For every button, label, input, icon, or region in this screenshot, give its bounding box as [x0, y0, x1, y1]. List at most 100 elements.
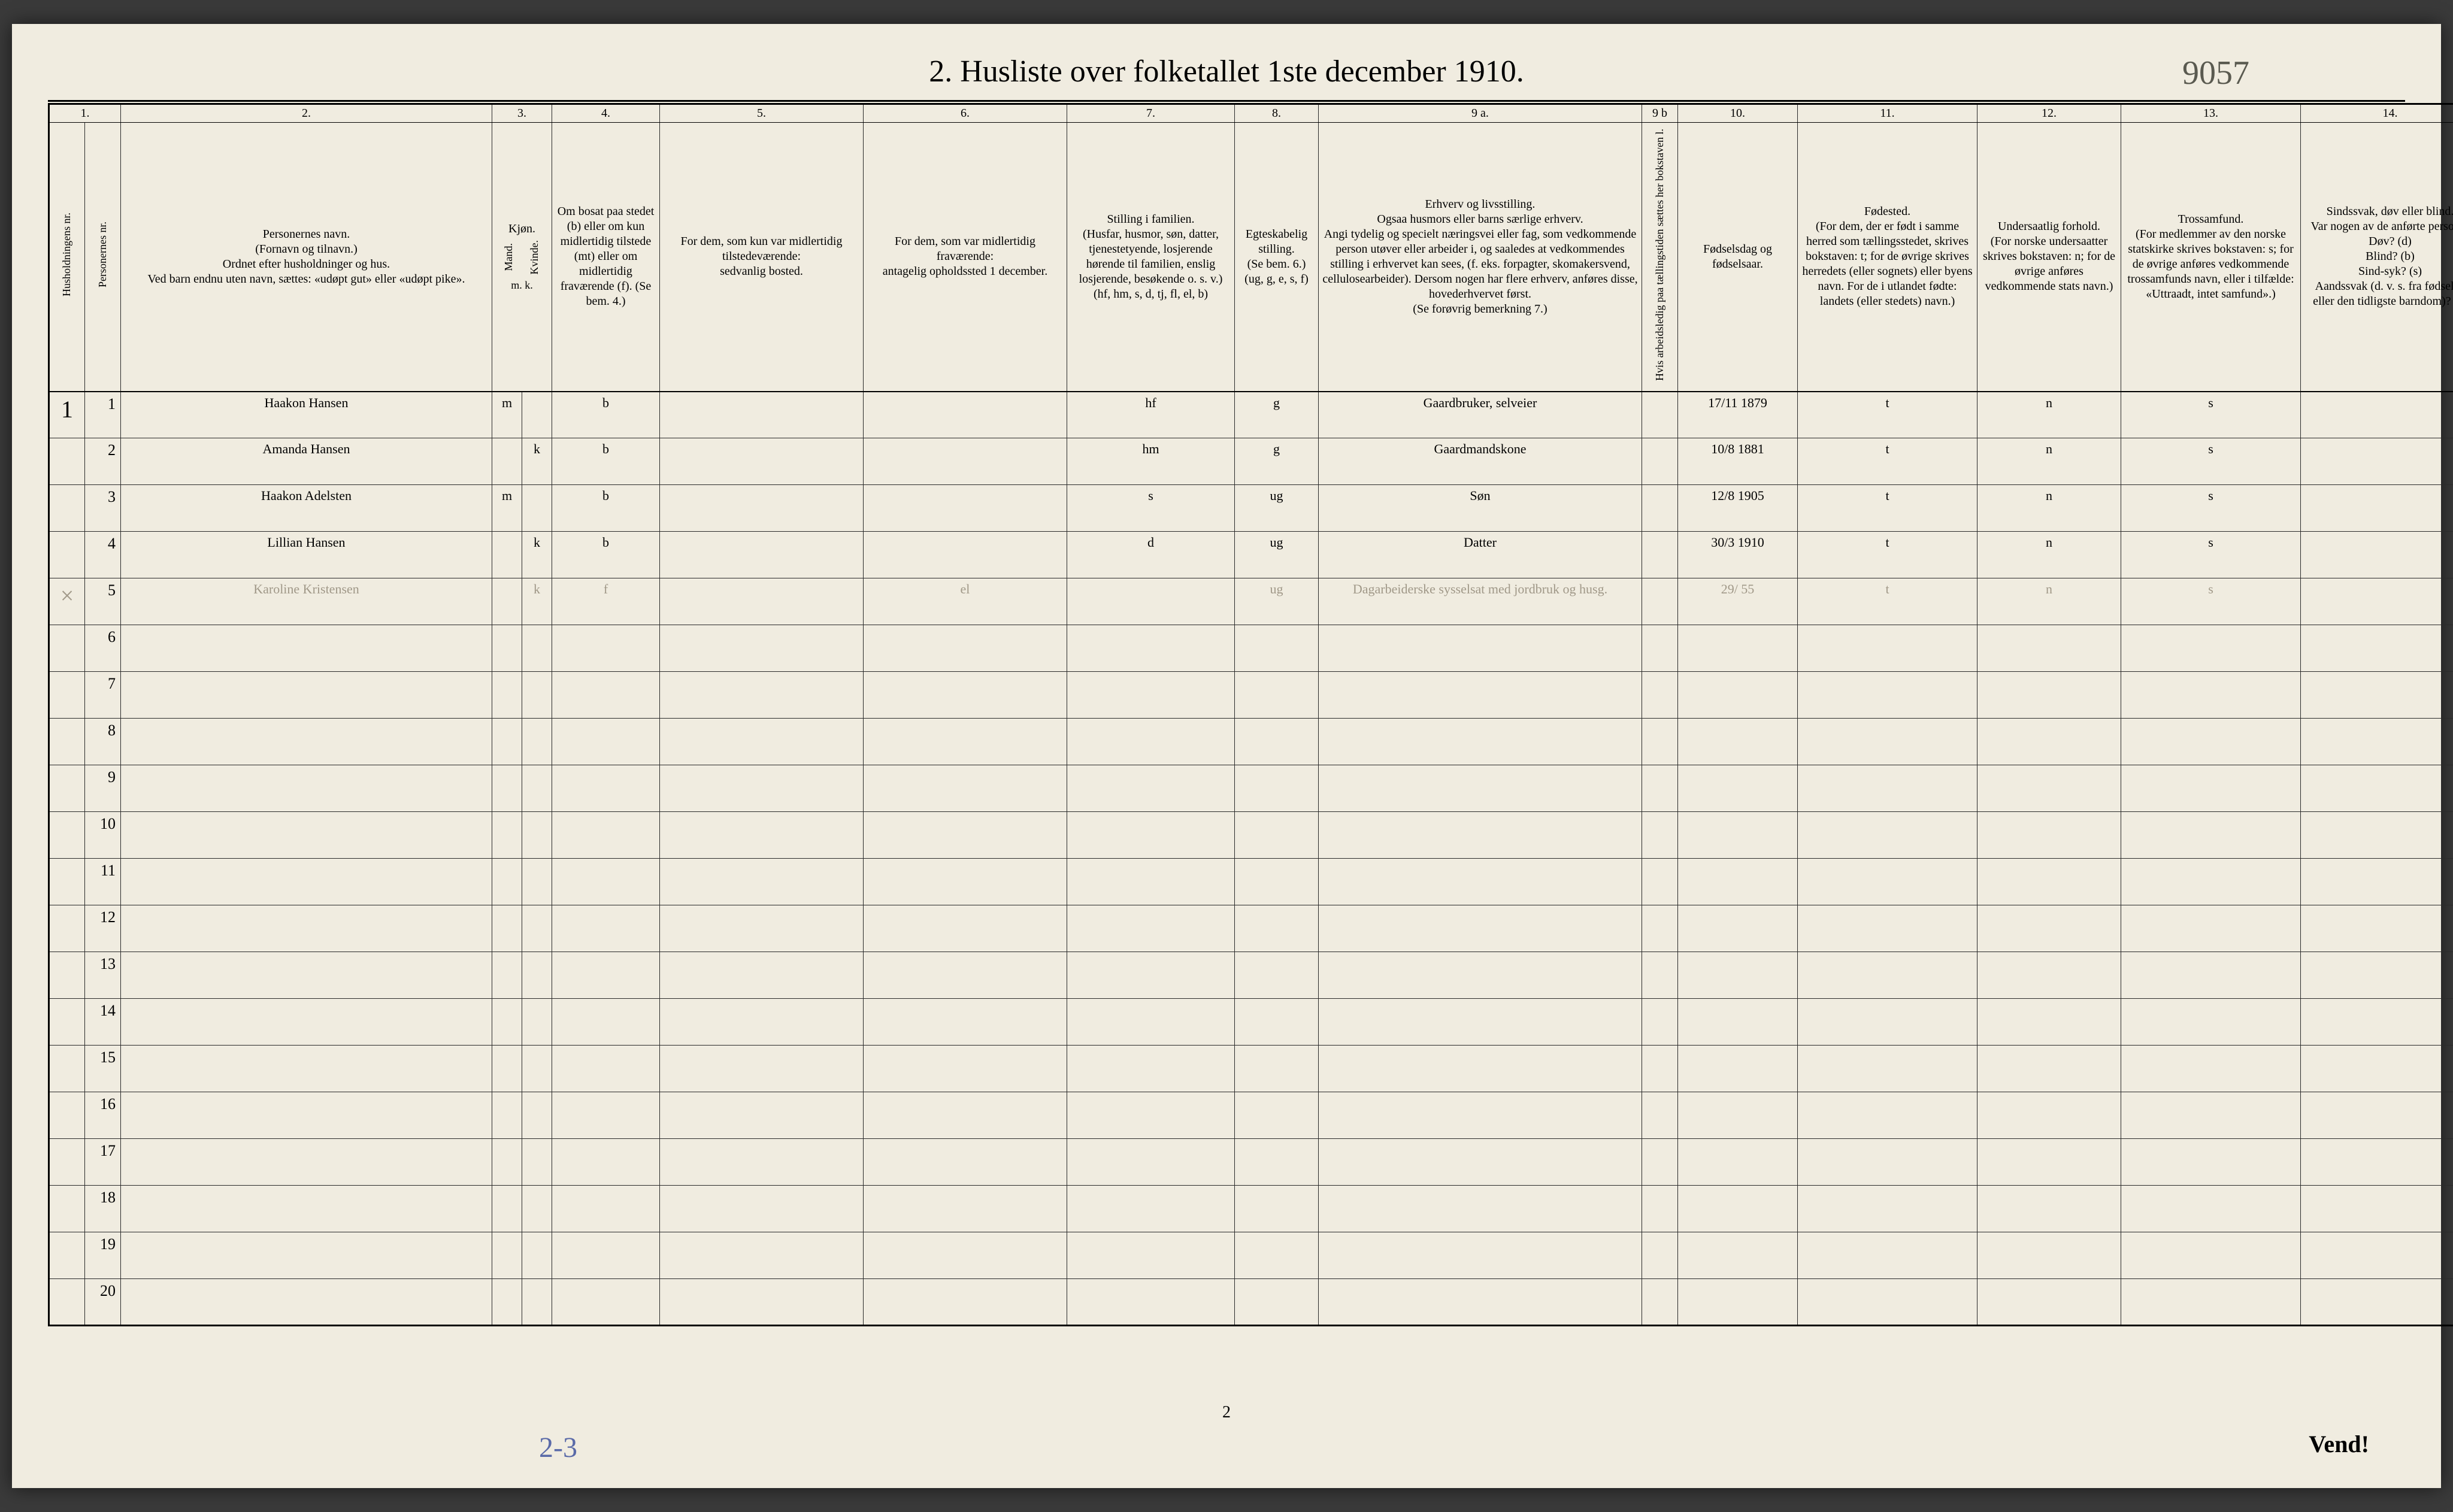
table-row: 14: [49, 999, 2453, 1046]
table-cell: [1067, 578, 1235, 625]
table-cell: [49, 672, 85, 719]
title-number: 2.: [929, 54, 952, 89]
table-cell: [1798, 672, 1977, 719]
table-cell: [1642, 485, 1678, 532]
table-cell: 4: [85, 532, 121, 578]
table-cell: [1642, 765, 1678, 812]
table-cell: [1235, 905, 1319, 952]
table-row: 11: [49, 859, 2453, 905]
table-cell: b: [552, 392, 660, 438]
table-row: 2Amanda HansenkbhmgGaardmandskone10/8 18…: [49, 438, 2453, 485]
table-cell: [1235, 812, 1319, 859]
table-cell: [2301, 859, 2453, 905]
colnum: 3.: [492, 104, 552, 123]
table-cell: s: [2121, 485, 2301, 532]
table-cell: [522, 1139, 552, 1186]
table-cell: [1642, 1092, 1678, 1139]
header-c2: Personernes navn. (Fornavn og tilnavn.) …: [121, 123, 492, 392]
table-cell: [660, 1139, 864, 1186]
table-cell: 5: [85, 578, 121, 625]
table-cell: [1319, 719, 1642, 765]
colnum: 6.: [864, 104, 1067, 123]
header-c13: Trossamfund. (For medlemmer av den norsk…: [2121, 123, 2301, 392]
table-cell: [522, 1092, 552, 1139]
table-row: 8: [49, 719, 2453, 765]
table-cell: [864, 1232, 1067, 1279]
table-cell: [49, 438, 85, 485]
table-cell: b: [552, 485, 660, 532]
table-cell: [49, 532, 85, 578]
table-cell: s: [2121, 438, 2301, 485]
table-cell: [660, 1232, 864, 1279]
table-cell: [864, 952, 1067, 999]
table-cell: [121, 812, 492, 859]
table-cell: [522, 719, 552, 765]
table-cell: [2121, 999, 2301, 1046]
table-cell: [660, 859, 864, 905]
table-cell: [121, 719, 492, 765]
table-cell: [492, 765, 522, 812]
colnum: 1.: [49, 104, 121, 123]
table-cell: [1319, 999, 1642, 1046]
table-cell: [1678, 859, 1798, 905]
table-cell: [660, 952, 864, 999]
table-cell: [1067, 1092, 1235, 1139]
table-cell: [492, 625, 522, 672]
colnum: 9 b: [1642, 104, 1678, 123]
header-c14: Sindssvak, døv eller blind. Var nogen av…: [2301, 123, 2453, 392]
table-cell: [1977, 1279, 2121, 1326]
table-cell: [1977, 952, 2121, 999]
table-cell: hm: [1067, 438, 1235, 485]
table-cell: [660, 392, 864, 438]
table-cell: [1798, 625, 1977, 672]
table-cell: [1235, 999, 1319, 1046]
table-cell: n: [1977, 578, 2121, 625]
table-cell: [49, 905, 85, 952]
table-cell: [552, 999, 660, 1046]
table-cell: [1977, 905, 2121, 952]
table-cell: 17: [85, 1139, 121, 1186]
page-title-row: 2. Husliste over folketallet 1ste decemb…: [48, 54, 2405, 89]
table-cell: [1067, 719, 1235, 765]
table-cell: [1235, 765, 1319, 812]
table-cell: [1642, 1139, 1678, 1186]
table-cell: 30/3 1910: [1678, 532, 1798, 578]
table-cell: [1642, 1046, 1678, 1092]
header-c3-title: Kjøn.: [496, 222, 548, 237]
table-cell: [492, 1046, 522, 1092]
table-cell: [1235, 859, 1319, 905]
table-cell: [2301, 485, 2453, 532]
table-cell: [1642, 578, 1678, 625]
table-cell: [1798, 1092, 1977, 1139]
table-cell: [1798, 765, 1977, 812]
table-cell: [660, 1092, 864, 1139]
table-cell: [121, 1046, 492, 1092]
table-cell: [1067, 765, 1235, 812]
table-cell: [2301, 578, 2453, 625]
table-cell: [864, 719, 1067, 765]
table-cell: [864, 625, 1067, 672]
table-cell: [1678, 812, 1798, 859]
table-cell: [1319, 1232, 1642, 1279]
table-cell: 12: [85, 905, 121, 952]
table-cell: [1642, 905, 1678, 952]
table-cell: 12/8 1905: [1678, 485, 1798, 532]
table-cell: [864, 1092, 1067, 1139]
table-cell: [1977, 1186, 2121, 1232]
table-cell: [864, 812, 1067, 859]
table-cell: [522, 765, 552, 812]
table-cell: 3: [85, 485, 121, 532]
table-cell: [1067, 1186, 1235, 1232]
table-cell: [2301, 1046, 2453, 1092]
table-row: 3Haakon AdelstenmbsugSøn12/8 1905tns: [49, 485, 2453, 532]
table-cell: [2301, 765, 2453, 812]
table-cell: [1067, 952, 1235, 999]
table-cell: 8: [85, 719, 121, 765]
table-cell: [660, 812, 864, 859]
table-cell: [1642, 532, 1678, 578]
table-cell: [1067, 1139, 1235, 1186]
table-cell: [121, 625, 492, 672]
table-cell: [1798, 1046, 1977, 1092]
table-cell: [552, 1232, 660, 1279]
table-cell: [49, 719, 85, 765]
